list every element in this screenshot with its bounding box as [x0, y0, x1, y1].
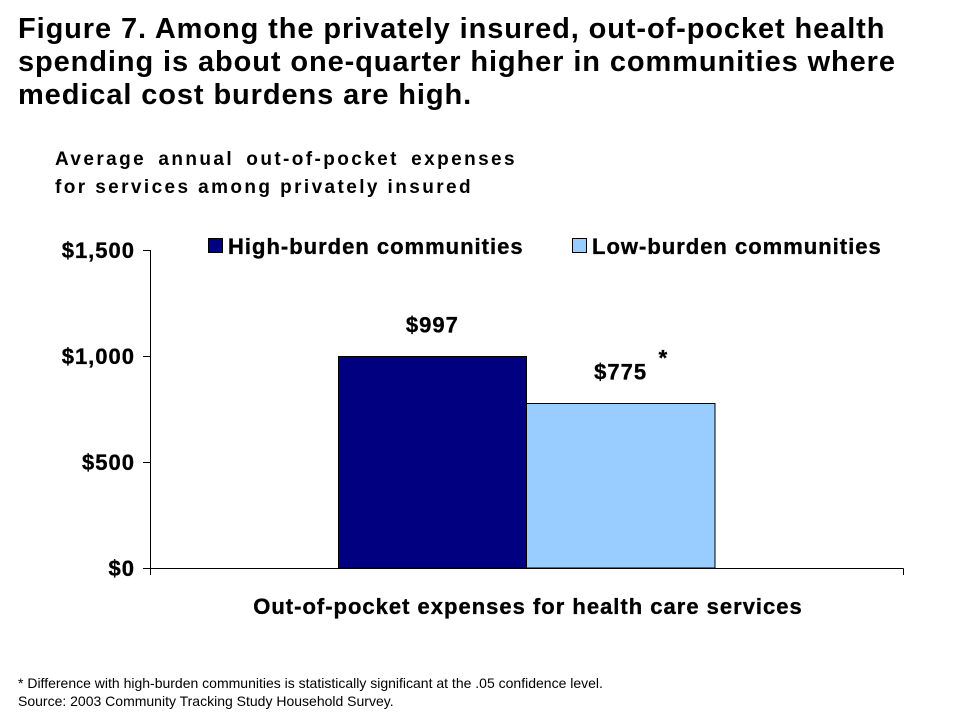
footnote-significance: * Difference with high-burden communitie… [18, 675, 603, 691]
bars [337, 356, 716, 569]
chart-subtitle: Average annual out-of-pocket expenses fo… [55, 149, 517, 198]
footnote-source: Source: 2003 Community Tracking Study Ho… [18, 693, 394, 709]
chart-title: Figure 7. Among the privately insured, o… [18, 13, 896, 111]
data-label-low-burden-communities: $775 [594, 360, 647, 385]
data-labels: $997 $775 * [406, 312, 669, 385]
bar-low-burden-communities [526, 403, 716, 569]
significance-marker: * [659, 346, 669, 371]
legend-item-high-burden: High-burden communities [208, 234, 524, 259]
y-tick-label: $1,000 [62, 344, 135, 369]
legend-label: High-burden communities [228, 234, 524, 259]
legend-swatch [208, 238, 223, 253]
y-tick-label: $1,500 [62, 238, 135, 263]
legend: High-burden communities Low-burden commu… [208, 234, 882, 259]
legend-swatch [572, 238, 587, 253]
y-tick-label: $500 [82, 450, 135, 475]
legend-label: Low-burden communities [592, 234, 882, 259]
legend-item-low-burden: Low-burden communities [572, 234, 882, 259]
x-axis-label: Out-of-pocket expenses for health care s… [253, 594, 803, 619]
bar-chart: High-burden communities Low-burden commu… [62, 234, 904, 619]
bar-high-burden-communities [337, 356, 527, 569]
y-tick-label: $0 [109, 556, 135, 581]
data-label-high-burden-communities: $997 [406, 313, 459, 338]
y-ticks: $0 $500 $1,000 $1,500 [62, 238, 150, 581]
axes: $0 $500 $1,000 $1,500 [62, 238, 904, 581]
footnotes: * Difference with high-burden communitie… [18, 674, 603, 710]
